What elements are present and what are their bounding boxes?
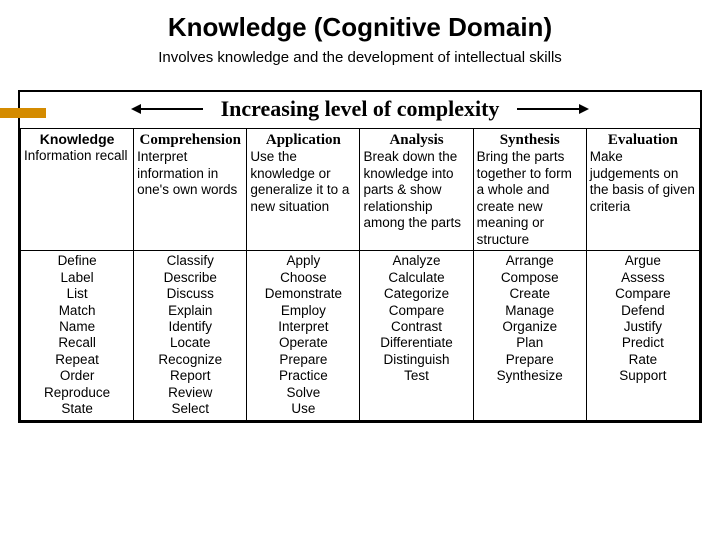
verb-item: Describe: [137, 270, 243, 286]
verb-item: Explain: [137, 303, 243, 319]
verb-item: Prepare: [477, 352, 583, 368]
verb-item: Review: [137, 385, 243, 401]
verb-item: Solve: [250, 385, 356, 401]
verb-item: Choose: [250, 270, 356, 286]
verb-item: Test: [363, 368, 469, 384]
col-header: Knowledge: [24, 131, 130, 148]
verb-item: Manage: [477, 303, 583, 319]
verb-item: Locate: [137, 335, 243, 351]
verb-item: Support: [590, 368, 696, 384]
table-row-desc: Knowledge Information recall Comprehensi…: [21, 129, 700, 251]
col-desc: Bring the parts together to form a whole…: [477, 149, 583, 248]
verb-item: Justify: [590, 319, 696, 335]
arrow-right-icon: [517, 108, 587, 110]
verb-item: Name: [24, 319, 130, 335]
verb-item: Predict: [590, 335, 696, 351]
verb-item: Select: [137, 401, 243, 417]
verb-item: Apply: [250, 253, 356, 269]
verb-item: Practice: [250, 368, 356, 384]
verbs-cell: ArrangeComposeCreateManageOrganizePlanPr…: [473, 251, 586, 421]
verb-item: Rate: [590, 352, 696, 368]
col-header: Application: [250, 131, 356, 149]
verb-item: Argue: [590, 253, 696, 269]
verbs-cell: AnalyzeCalculateCategorizeCompareContras…: [360, 251, 473, 421]
col-desc: Break down the knowledge into parts & sh…: [363, 149, 469, 231]
verb-item: List: [24, 286, 130, 302]
bloom-table-container: Increasing level of complexity Knowledge…: [18, 90, 702, 423]
verb-item: Repeat: [24, 352, 130, 368]
verb-item: Contrast: [363, 319, 469, 335]
verb-item: Synthesize: [477, 368, 583, 384]
verb-item: Identify: [137, 319, 243, 335]
arrow-left-icon: [133, 108, 203, 110]
col-header: Synthesis: [477, 131, 583, 149]
verb-item: Operate: [250, 335, 356, 351]
accent-bar: [0, 108, 46, 118]
bloom-table: Knowledge Information recall Comprehensi…: [20, 128, 700, 421]
verb-item: Arrange: [477, 253, 583, 269]
verb-item: Defend: [590, 303, 696, 319]
verb-item: Recognize: [137, 352, 243, 368]
verb-item: Differentiate: [363, 335, 469, 351]
verb-item: Prepare: [250, 352, 356, 368]
verb-item: Define: [24, 253, 130, 269]
verb-item: Compose: [477, 270, 583, 286]
verb-item: Distinguish: [363, 352, 469, 368]
verb-item: Use: [250, 401, 356, 417]
complexity-header: Increasing level of complexity: [20, 92, 700, 128]
verb-item: Analyze: [363, 253, 469, 269]
verb-item: Categorize: [363, 286, 469, 302]
verb-item: Plan: [477, 335, 583, 351]
col-desc: Use the knowledge or generalize it to a …: [250, 149, 356, 215]
verb-item: Recall: [24, 335, 130, 351]
verb-item: Discuss: [137, 286, 243, 302]
verb-item: Classify: [137, 253, 243, 269]
table-row-verbs: DefineLabelListMatchNameRecallRepeatOrde…: [21, 251, 700, 421]
col-header: Comprehension: [137, 131, 243, 149]
verb-item: Organize: [477, 319, 583, 335]
verbs-cell: ArgueAssessCompareDefendJustifyPredictRa…: [586, 251, 699, 421]
verbs-cell: ApplyChooseDemonstrateEmployInterpretOpe…: [247, 251, 360, 421]
page-subtitle: Involves knowledge and the development o…: [18, 49, 702, 66]
col-desc: Information recall: [24, 148, 130, 164]
verb-item: Report: [137, 368, 243, 384]
complexity-label: Increasing level of complexity: [221, 96, 500, 122]
verb-item: Interpret: [250, 319, 356, 335]
col-header: Evaluation: [590, 131, 696, 149]
verbs-cell: ClassifyDescribeDiscussExplainIdentifyLo…: [134, 251, 247, 421]
verb-item: State: [24, 401, 130, 417]
verbs-cell: DefineLabelListMatchNameRecallRepeatOrde…: [21, 251, 134, 421]
verb-item: Calculate: [363, 270, 469, 286]
verb-item: Create: [477, 286, 583, 302]
verb-item: Employ: [250, 303, 356, 319]
verb-item: Compare: [590, 286, 696, 302]
verb-item: Demonstrate: [250, 286, 356, 302]
page-title: Knowledge (Cognitive Domain): [18, 12, 702, 43]
verb-item: Order: [24, 368, 130, 384]
verb-item: Label: [24, 270, 130, 286]
verb-item: Compare: [363, 303, 469, 319]
verb-item: Match: [24, 303, 130, 319]
verb-item: Reproduce: [24, 385, 130, 401]
verb-item: Assess: [590, 270, 696, 286]
col-desc: Interpret information in one's own words: [137, 149, 243, 198]
col-header: Analysis: [363, 131, 469, 149]
col-desc: Make judgements on the basis of given cr…: [590, 149, 696, 215]
